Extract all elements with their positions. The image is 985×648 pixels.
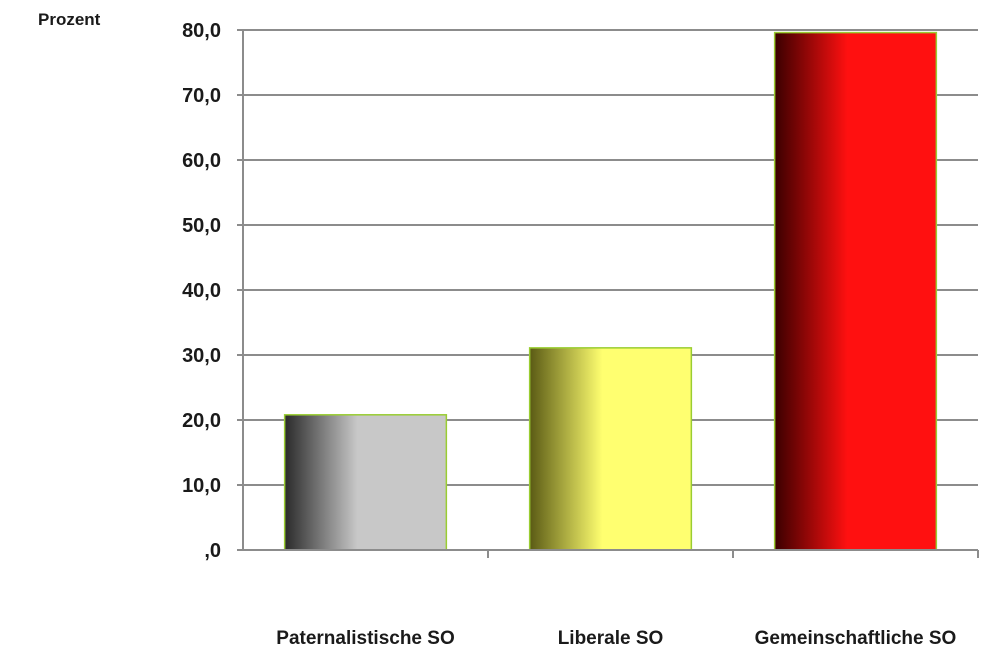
- y-tick-label: 70,0: [182, 85, 221, 107]
- bar-2: [528, 347, 693, 551]
- y-tick-label: 10,0: [182, 475, 221, 497]
- y-tick-label: 60,0: [182, 150, 221, 172]
- y-tick-label: 50,0: [182, 215, 221, 237]
- y-tick-label: 30,0: [182, 345, 221, 367]
- category-label: Liberale SO: [558, 628, 664, 648]
- y-tick-label: ,0: [204, 540, 221, 562]
- y-tick-labels: ,0 10,0 20,0 30,0 40,0 50,0 60,0 70,0 80,0: [182, 20, 221, 562]
- y-tick-label: 40,0: [182, 280, 221, 302]
- category-labels: Paternalistische SO Liberale SO Gemeinscha…: [276, 628, 956, 648]
- axes: [237, 29, 979, 558]
- bar-3: [773, 31, 938, 551]
- bars: [283, 31, 938, 551]
- y-tick-label: 80,0: [182, 20, 221, 42]
- category-label: Paternalistische SO: [276, 628, 454, 648]
- category-label: Gemeinschaftliche SO: [755, 628, 957, 648]
- y-tick-label: 20,0: [182, 410, 221, 432]
- y-axis-title: Prozent: [38, 10, 101, 29]
- bar-1: [283, 414, 448, 551]
